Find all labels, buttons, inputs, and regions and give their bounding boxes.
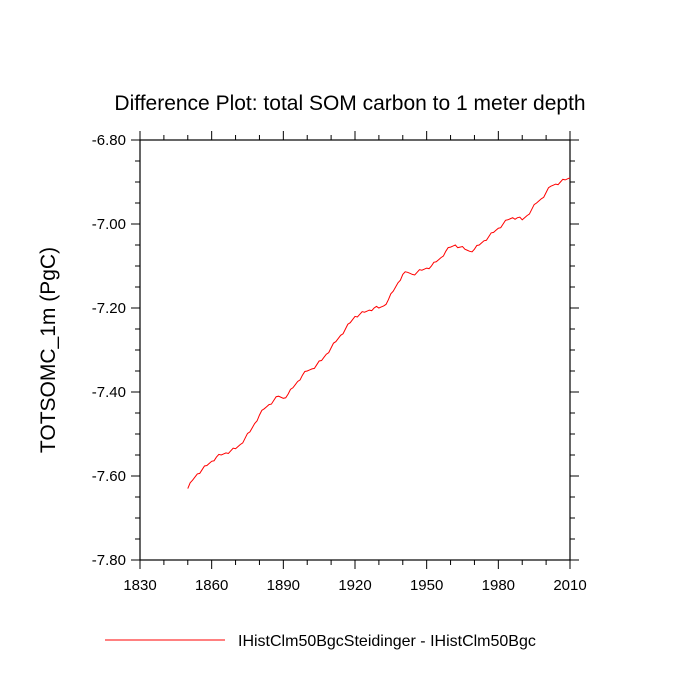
y-tick-label: -7.80 (92, 552, 126, 569)
legend-label: IHistClm50BgcSteidinger - IHistClm50Bgc (238, 633, 536, 650)
y-tick-label: -7.00 (92, 216, 126, 233)
x-tick-label: 1830 (123, 577, 156, 594)
series-group (187, 177, 571, 489)
chart-title: Difference Plot: total SOM carbon to 1 m… (114, 92, 585, 115)
y-axis-label: TOTSOMC_1m (PgC) (37, 247, 60, 453)
x-tick-label: 1950 (410, 577, 443, 594)
legend: IHistClm50BgcSteidinger - IHistClm50Bgc (105, 633, 536, 650)
y-axis-tick-labels: -7.80 -7.60 -7.40 -7.20 -7.00 -6.80 (92, 132, 126, 569)
axis-ticks (131, 131, 579, 569)
x-tick-label: 1980 (482, 577, 515, 594)
series-line (187, 177, 571, 489)
y-tick-label: -7.40 (92, 384, 126, 401)
x-tick-label: 1890 (267, 577, 300, 594)
x-tick-label: 2010 (553, 577, 586, 594)
plot-area: 1830 1860 1890 1920 1950 1980 2010 -7.80-7.60-… (92, 131, 587, 594)
x-tick-label: 1860 (195, 577, 228, 594)
plot-frame (139, 139, 571, 561)
x-tick-label: 1920 (338, 577, 371, 594)
y-tick-label: -7.60 (92, 468, 126, 485)
y-tick-label: -7.20 (92, 300, 126, 317)
y-tick-label: -6.80 (92, 132, 126, 149)
x-axis-tick-labels: 1830 1860 1890 1920 1950 1980 2010 (123, 577, 586, 594)
